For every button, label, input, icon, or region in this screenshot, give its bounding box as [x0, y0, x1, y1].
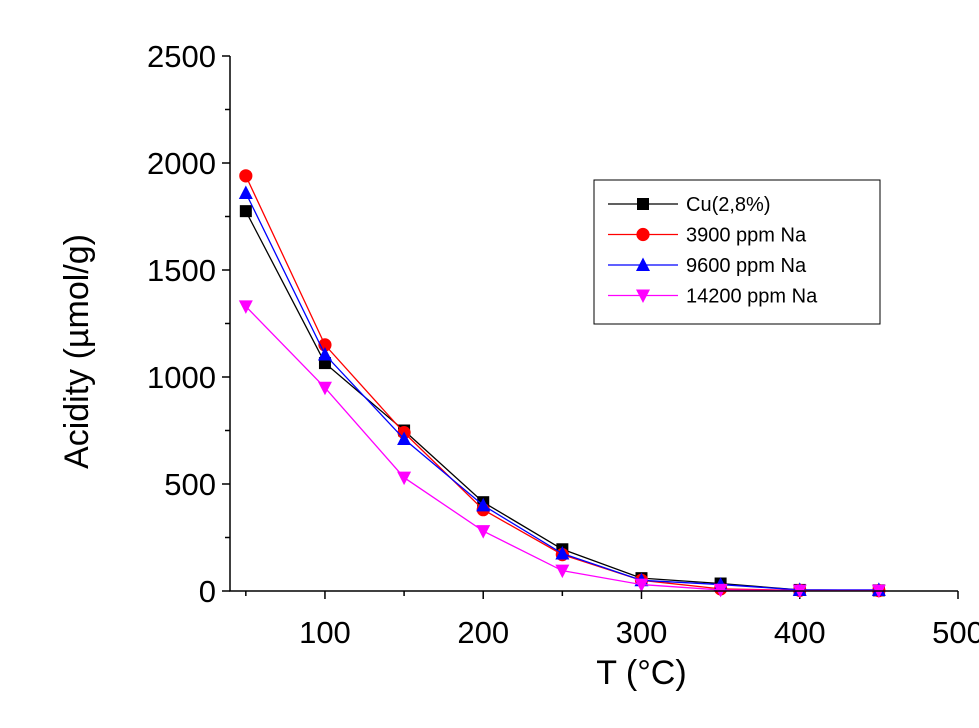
y-tick-label: 2500 — [147, 39, 216, 74]
y-tick-label: 500 — [164, 467, 216, 502]
y-tick-label: 1000 — [147, 360, 216, 395]
data-point — [317, 381, 332, 396]
data-point — [555, 564, 570, 579]
series-layer — [238, 169, 886, 599]
legend-marker — [636, 227, 650, 242]
y-tick-label: 1500 — [147, 253, 216, 288]
legend-marker — [636, 257, 650, 271]
legend-entry: 14200 ppm Na — [608, 286, 818, 308]
legend-label: Cu(2,8%) — [686, 194, 770, 216]
legend-label: 9600 ppm Na — [686, 255, 807, 277]
legend-entry: Cu(2,8%) — [608, 194, 770, 216]
x-tick-label: 500 — [932, 615, 979, 650]
y-tick-label: 0 — [199, 574, 216, 609]
y-tick-label: 2000 — [147, 146, 216, 181]
x-tick-label: 200 — [457, 615, 509, 650]
data-point — [238, 185, 253, 199]
data-point — [555, 546, 570, 560]
data-point — [476, 497, 491, 512]
legend-marker — [637, 198, 649, 210]
data-point — [239, 169, 253, 183]
legend-label: 14200 ppm Na — [686, 286, 818, 308]
legend-entry: 3900 ppm Na — [608, 225, 807, 247]
data-point — [397, 431, 412, 446]
data-point — [239, 205, 252, 218]
data-point — [317, 347, 332, 361]
legend-entry: 9600 ppm Na — [608, 255, 807, 277]
axis-frame — [229, 56, 958, 592]
y-axis-title: Acidity (µmol/g) — [58, 234, 96, 469]
x-tick-label: 400 — [774, 615, 826, 650]
x-tick-label: 300 — [616, 615, 668, 650]
ticks-layer — [222, 55, 959, 599]
x-tick-label: 100 — [299, 615, 351, 650]
data-point — [476, 525, 491, 539]
legend-marker — [636, 289, 650, 303]
data-point — [634, 578, 649, 593]
legend-label: 3900 ppm Na — [686, 225, 807, 247]
x-axis-title: T (°C) — [596, 654, 686, 692]
data-point — [238, 300, 253, 314]
legend: Cu(2,8%) 3900 ppm Na 9600 ppm Na 14200 ppm … — [593, 179, 881, 325]
labels-layer: 0 500 1000 1500 2000 2500 100 200 300 400 500 — [147, 39, 979, 650]
data-point — [397, 471, 412, 486]
